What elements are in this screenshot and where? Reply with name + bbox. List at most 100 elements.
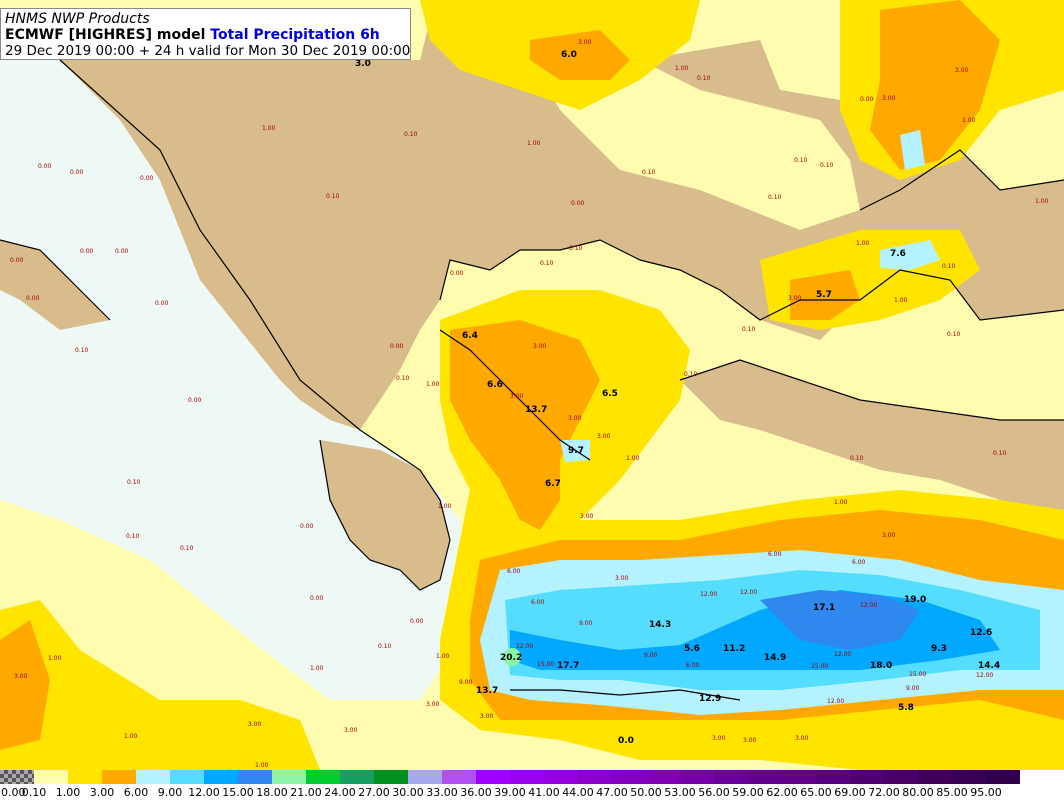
- max-value-label: 5.8: [898, 703, 914, 713]
- legend-swatch: [578, 770, 612, 784]
- grid-value: 0.10: [742, 326, 756, 333]
- precip-6-9-marmara: [880, 240, 940, 270]
- legend-swatch: [884, 770, 918, 784]
- legend-label: 3.00: [89, 786, 115, 799]
- grid-value: 9.00: [906, 685, 920, 692]
- legend-swatch: [680, 770, 714, 784]
- legend-label: 30.00: [392, 786, 424, 799]
- legend-label: 53.00: [664, 786, 696, 799]
- grid-value: 15.00: [909, 671, 926, 678]
- legend-swatch: [408, 770, 442, 784]
- grid-value: 0.00: [115, 248, 129, 255]
- grid-value: 0.00: [860, 96, 874, 103]
- grid-value: 0.10: [768, 194, 782, 201]
- max-value-label: 9.7: [568, 446, 584, 456]
- land-anatolia: [680, 360, 1064, 520]
- grid-value: 1.00: [262, 125, 276, 132]
- grid-value: 0.10: [684, 371, 698, 378]
- grid-value: 0.00: [450, 270, 464, 277]
- grid-value: 0.10: [180, 545, 194, 552]
- grid-value: 3.00: [882, 95, 896, 102]
- max-value-label: 13.7: [525, 405, 547, 415]
- grid-value: 6.00: [531, 599, 545, 606]
- legend-label: 0.10: [21, 786, 47, 799]
- legend-swatches: [0, 770, 1020, 784]
- legend-swatch: [986, 770, 1020, 784]
- legend-swatch: [374, 770, 408, 784]
- grid-value: 3.00: [248, 721, 262, 728]
- grid-value: 3.00: [615, 575, 629, 582]
- legend-swatch: [782, 770, 816, 784]
- grid-value: 0.00: [155, 300, 169, 307]
- legend-swatch: [34, 770, 68, 784]
- precip-3-6-central: [450, 320, 600, 530]
- max-value-label: 6.0: [561, 50, 577, 60]
- grid-value: 0.10: [126, 533, 140, 540]
- legend-label: 27.00: [358, 786, 390, 799]
- max-value-label: 0.0: [618, 736, 634, 746]
- legend-label: 33.00: [426, 786, 458, 799]
- legend-label: 80.00: [902, 786, 934, 799]
- legend-swatch: [272, 770, 306, 784]
- grid-value: 3.00: [578, 39, 592, 46]
- max-labels: 6.0 3.0 7.6 5.7 6.4 6.6 6.5 13.7 9.7 6.7…: [355, 50, 1000, 746]
- model-name: ECMWF [HIGHRES] model: [5, 27, 206, 43]
- grid-value: 3.00: [14, 673, 28, 680]
- legend-swatch: [952, 770, 986, 784]
- grid-value: 12.00: [700, 591, 717, 598]
- grid-value: 1.00: [675, 65, 689, 72]
- legend-label: 15.00: [222, 786, 254, 799]
- grid-value: 0.00: [300, 523, 314, 530]
- legend-swatch: [102, 770, 136, 784]
- grid-value: 0.10: [993, 450, 1007, 457]
- precip-3-6-north: [530, 30, 630, 80]
- grid-value: 12.00: [827, 698, 844, 705]
- grid-value: 0.00: [80, 248, 94, 255]
- grid-value: 1.00: [527, 140, 541, 147]
- grid-value: 0.00: [390, 343, 404, 350]
- grid-value: 0.00: [70, 169, 84, 176]
- legend-label: 50.00: [630, 786, 662, 799]
- legend-swatch: [510, 770, 544, 784]
- legend-label: 18.00: [256, 786, 288, 799]
- grid-value: 1.00: [310, 665, 324, 672]
- grid-value: 1.00: [438, 503, 452, 510]
- max-value-label: 5.6: [684, 644, 700, 654]
- grid-value: 6.00: [507, 568, 521, 575]
- legend-label: 59.00: [732, 786, 764, 799]
- legend-swatch: [816, 770, 850, 784]
- model-title: ECMWF [HIGHRES] model Total Precipitatio…: [5, 27, 406, 43]
- max-value-label: 14.3: [649, 620, 671, 630]
- grid-value: 12.00: [834, 651, 851, 658]
- grid-value: 3.00: [510, 393, 524, 400]
- variable-name: Total Precipitation 6h: [210, 27, 380, 43]
- legend-label: 1.00: [55, 786, 81, 799]
- max-value-label: 3.0: [355, 59, 371, 69]
- grid-value: 9.00: [579, 620, 593, 627]
- grid-value: 0.10: [127, 479, 141, 486]
- grid-value: 0.10: [396, 375, 410, 382]
- max-value-label: 6.7: [545, 479, 561, 489]
- legend-swatch: [748, 770, 782, 784]
- precip-18-21: [503, 648, 521, 666]
- grid-value: 0.10: [947, 331, 961, 338]
- grid-value: 3.00: [795, 735, 809, 742]
- grid-value: 12.00: [740, 589, 757, 596]
- max-value-label: 18.0: [870, 661, 892, 671]
- grid-value: 3.00: [743, 737, 757, 744]
- grid-value: 3.00: [533, 343, 547, 350]
- legend-swatch: [136, 770, 170, 784]
- grid-value: 3.00: [882, 532, 896, 539]
- grid-value: 15.00: [811, 663, 828, 670]
- legend-label: 65.00: [800, 786, 832, 799]
- max-value-label: 6.6: [487, 380, 503, 390]
- legend-label: 44.00: [562, 786, 594, 799]
- max-value-label: 19.0: [904, 595, 926, 605]
- max-value-label: 5.7: [816, 290, 832, 300]
- grid-value: 0.00: [26, 295, 40, 302]
- grid-value: 12.00: [516, 643, 533, 650]
- grid-values: 0.00 0.00 0.00 0.10 0.00 0.00 0.00 0.00 …: [10, 39, 1049, 769]
- legend-swatch: [238, 770, 272, 784]
- precipitation-map: 0.00 0.00 0.00 0.10 0.00 0.00 0.00 0.00 …: [0, 0, 1064, 770]
- grid-value: 0.00: [38, 163, 52, 170]
